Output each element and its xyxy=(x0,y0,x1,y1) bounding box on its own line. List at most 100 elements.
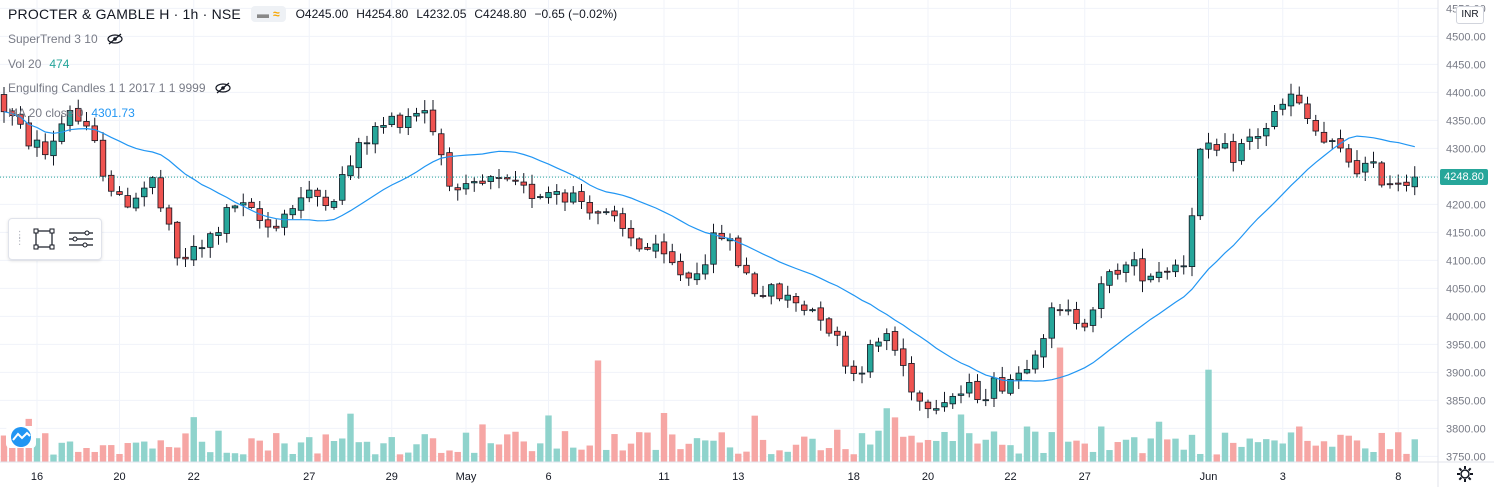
candle-body xyxy=(495,177,503,179)
volume-bar xyxy=(685,443,692,462)
volume-bar xyxy=(91,451,98,462)
indicator-engulfing[interactable]: Engulfing Candles 1 1 2017 1 1 9999 xyxy=(8,81,232,95)
indicator-ma[interactable]: MA 20 close 0 4301.73 xyxy=(8,106,135,120)
indicator-label: Engulfing Candles 1 1 2017 1 1 9999 xyxy=(8,81,206,95)
candle-body xyxy=(545,192,552,199)
currency-badge[interactable]: INR xyxy=(1456,6,1484,24)
volume-bar xyxy=(256,440,263,462)
tradingview-logo-icon[interactable] xyxy=(6,426,36,448)
candle-body xyxy=(916,392,923,402)
candle-body xyxy=(594,211,602,214)
candle-body xyxy=(1081,322,1088,328)
volume-bar xyxy=(99,445,107,462)
drawing-toolbox[interactable]: ⋮ ⋮ xyxy=(8,218,102,260)
candle-body xyxy=(1205,142,1212,150)
volume-bar xyxy=(776,450,783,462)
volume-bar xyxy=(801,436,808,462)
volume-bar xyxy=(1320,441,1328,462)
gear-icon[interactable] xyxy=(1456,465,1474,483)
price-axis[interactable]: 3750.00 3800.00 3850.00 3900.00 3950.00 4000.… xyxy=(1446,3,1486,463)
candle-body xyxy=(1246,136,1253,142)
indicator-supertrend[interactable]: SuperTrend 3 10 xyxy=(8,32,124,46)
candle-body xyxy=(1287,93,1295,107)
volume-bar xyxy=(157,440,164,462)
time-axis[interactable]: 16 20 22 27 29 May 6 11 13 18 20 22 27 Jun 3 8 xyxy=(31,471,1401,483)
drag-handle-icon[interactable]: ⋮ ⋮ xyxy=(14,230,25,247)
candle-body xyxy=(900,348,907,366)
volume-bar xyxy=(966,433,973,462)
candle-body xyxy=(875,341,882,347)
volume-bar xyxy=(1188,434,1196,462)
volume-bar xyxy=(850,454,857,462)
symbol-title[interactable]: PROCTER & GAMBLE H · 1h · NSE xyxy=(8,6,241,22)
volume-bar xyxy=(735,453,742,462)
candle-body xyxy=(504,177,511,180)
candle-body xyxy=(462,183,470,190)
volume-bar xyxy=(1081,443,1088,462)
candle-body xyxy=(314,189,321,197)
indicator-value: 4301.73 xyxy=(91,106,135,120)
open-value: O4245.00 xyxy=(295,7,349,21)
price-tick-label: 4000.00 xyxy=(1446,311,1486,323)
candle-body xyxy=(1098,283,1105,309)
candle-body xyxy=(834,330,841,336)
volume-bar xyxy=(314,453,321,462)
indicator-label: SuperTrend 3 10 xyxy=(8,32,98,46)
candle-body xyxy=(363,142,371,145)
candle-body xyxy=(627,227,635,239)
candle-body xyxy=(867,344,874,373)
volume-bar xyxy=(1304,440,1311,462)
compare-pill[interactable]: ▬ ≈ xyxy=(250,6,286,22)
candle-body xyxy=(1122,264,1130,273)
candle-body xyxy=(1411,176,1418,188)
volume-bar xyxy=(792,444,800,462)
volume-bar xyxy=(817,450,824,462)
volume-bar xyxy=(528,451,536,462)
volume-bar xyxy=(479,424,486,462)
candle-body xyxy=(306,189,313,199)
volume-bar xyxy=(751,415,758,462)
candle-body xyxy=(149,177,156,188)
candle-body xyxy=(25,122,32,147)
volume-bar xyxy=(603,449,610,462)
volume-bar xyxy=(454,451,461,462)
volume-bar xyxy=(586,445,593,462)
candle-body xyxy=(669,251,676,264)
volume-bar xyxy=(231,453,239,462)
price-tick-label: 4350.00 xyxy=(1446,115,1486,127)
settings-lines-icon[interactable] xyxy=(67,227,95,251)
price-tick-label: 4200.00 xyxy=(1446,199,1486,211)
candle-body xyxy=(297,197,305,211)
candle-body xyxy=(273,225,280,229)
candle-body xyxy=(644,246,651,250)
candle-body xyxy=(322,196,329,207)
candle-body xyxy=(677,260,684,276)
price-tick-label: 4150.00 xyxy=(1446,227,1486,239)
indicator-volume[interactable]: Vol 20 474 xyxy=(8,57,69,71)
candle-body xyxy=(165,207,173,225)
candle-body xyxy=(685,272,692,279)
candle-body xyxy=(1065,309,1072,312)
volume-bar xyxy=(495,444,503,462)
candle-body xyxy=(1279,103,1286,110)
volume-bar xyxy=(1312,445,1319,462)
candle-body xyxy=(116,191,123,195)
volume-bar xyxy=(83,447,90,462)
candle-body xyxy=(289,208,296,216)
candle-body xyxy=(982,399,989,402)
volume-bar xyxy=(1139,453,1146,462)
volume-bar xyxy=(693,438,701,462)
candle-body xyxy=(264,219,272,228)
candle-body xyxy=(636,238,643,250)
hidden-eye-icon[interactable] xyxy=(106,33,124,45)
rectangle-tool-icon[interactable] xyxy=(32,227,56,251)
price-tick-label: 3750.00 xyxy=(1446,451,1486,463)
candle-body xyxy=(446,152,453,187)
hidden-eye-icon[interactable] xyxy=(214,82,232,94)
candle-body xyxy=(438,133,445,156)
volume-bar xyxy=(1353,440,1361,462)
volume-bar xyxy=(380,443,387,462)
volume-bar xyxy=(273,433,280,462)
volume-bar xyxy=(636,432,643,462)
